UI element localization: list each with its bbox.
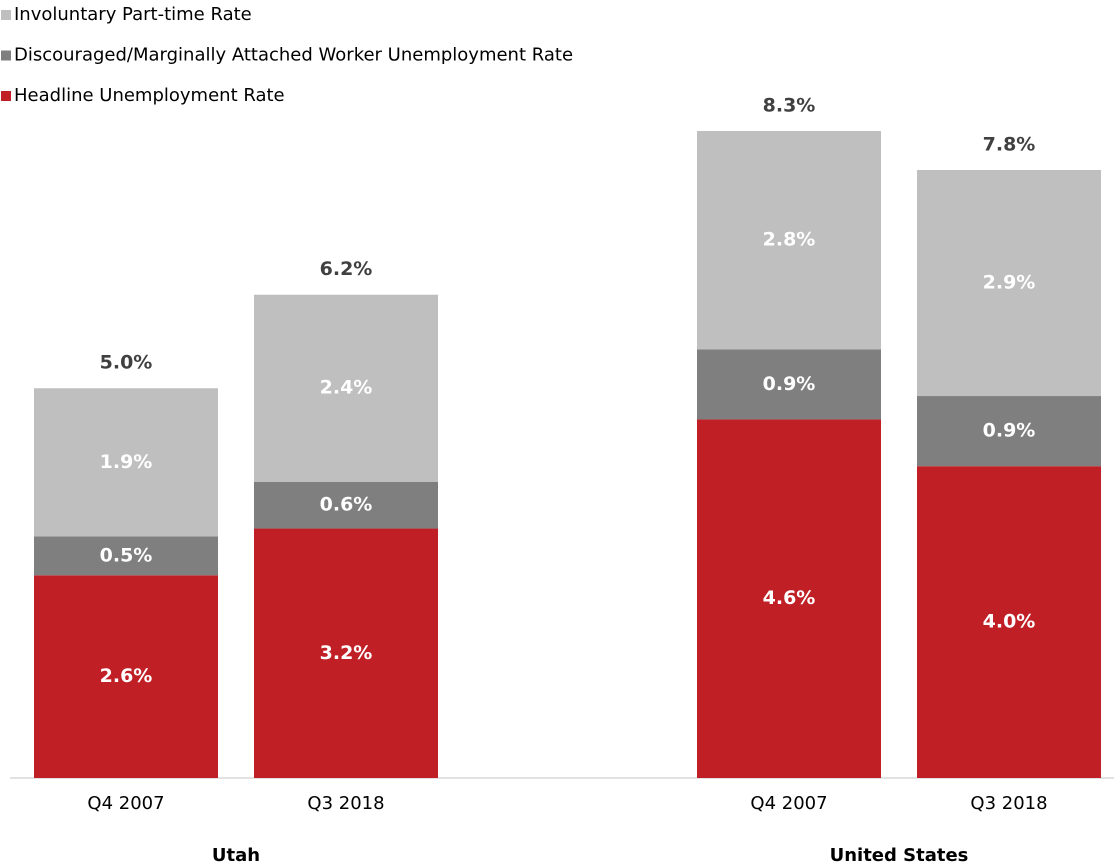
legend-label: Discouraged/Marginally Attached Worker U… [14,45,573,66]
value-label: 2.4% [320,377,373,399]
bar-segment [34,575,218,778]
group-label: Utah [212,845,260,866]
total-label: 8.3% [763,95,816,117]
total-label: 7.8% [983,133,1036,155]
bar-segment [697,419,881,778]
value-label: 1.9% [100,451,153,473]
x-tick-label: Q4 2007 [87,793,164,814]
legend-label: Involuntary Part-time Rate [14,4,252,25]
bar-segment [917,466,1101,778]
legend-label: Headline Unemployment Rate [14,85,285,106]
value-label: 3.2% [320,642,373,664]
bar-segment [917,396,1101,467]
value-label: 0.9% [763,373,816,395]
value-label: 2.6% [100,665,153,687]
total-label: 6.2% [320,258,373,280]
bar-segment [254,528,438,778]
value-label: 2.9% [983,272,1036,294]
legend-swatch [1,50,11,61]
value-label: 2.8% [763,229,816,251]
value-label: 0.9% [983,420,1036,442]
x-tick-label: Q3 2018 [307,793,384,814]
bar-segment [697,349,881,420]
bar-segment [34,388,218,537]
legend-swatch [1,10,11,20]
bar-segment [254,481,438,529]
bar-segment [34,536,218,576]
x-tick-label: Q3 2018 [970,793,1047,814]
value-label: 0.5% [100,544,153,566]
legend-swatch [1,91,11,101]
value-label: 0.6% [320,494,373,516]
x-tick-label: Q4 2007 [750,793,827,814]
bar-segment [254,294,438,482]
total-label: 5.0% [100,352,153,374]
group-label: United States [830,845,969,866]
bar-segment [697,131,881,350]
bar-segment [917,169,1101,397]
value-label: 4.6% [763,587,816,609]
value-label: 4.0% [983,611,1036,633]
